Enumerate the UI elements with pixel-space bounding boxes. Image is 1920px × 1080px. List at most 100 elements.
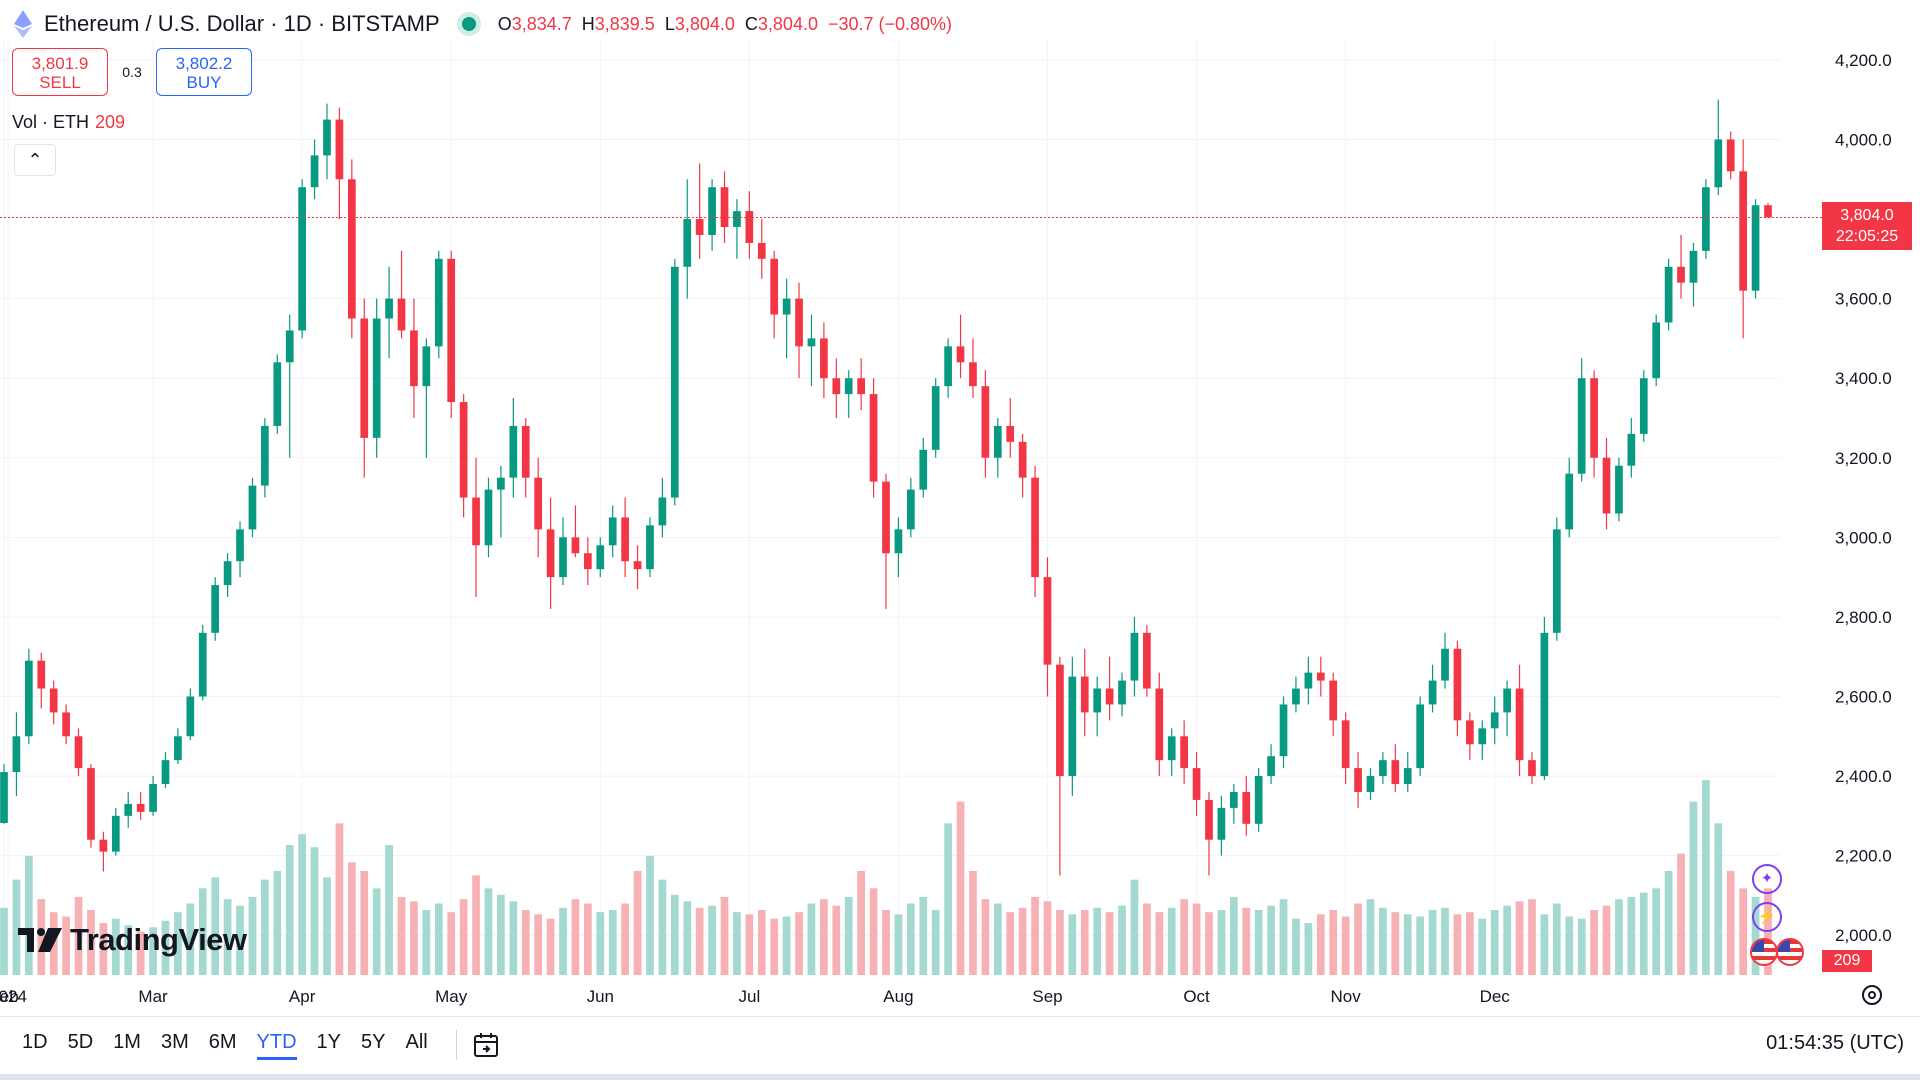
candle-body <box>981 386 990 458</box>
volume-bar <box>795 912 803 975</box>
time-axis: 2024Feb Mar Apr May Jun Jul Aug Sep Oct Nov Dec <box>0 987 1510 1006</box>
range-1m[interactable]: 1M <box>113 1030 141 1053</box>
calendar-icon[interactable] <box>471 1030 501 1060</box>
volume-bar <box>993 903 1002 975</box>
range-ytd[interactable]: YTD <box>256 1031 297 1060</box>
price-tick-label: 2,200.0 <box>1835 847 1892 866</box>
candle-body <box>1018 441 1027 478</box>
volume-bar <box>509 901 518 975</box>
volume-bar <box>459 899 468 975</box>
price-tick-label: 2,400.0 <box>1835 767 1892 786</box>
candle-body <box>1528 760 1536 777</box>
candle-body <box>1006 425 1015 442</box>
price-tick-label: 3,000.0 <box>1835 528 1892 547</box>
range-all[interactable]: All <box>405 1030 428 1053</box>
volume-bar <box>944 823 952 975</box>
volume-bar <box>1615 899 1623 975</box>
range-1d[interactable]: 1D <box>22 1030 48 1053</box>
volume-bar <box>397 897 406 975</box>
volume-bar <box>559 907 567 975</box>
sell-label: SELL <box>39 73 81 92</box>
candle-body <box>1441 648 1449 681</box>
volume-bar <box>906 903 915 975</box>
candle-body <box>1031 477 1039 578</box>
volume-bar <box>1043 901 1052 975</box>
volume-bar <box>608 910 617 975</box>
candle-body <box>770 258 779 315</box>
range-3m[interactable]: 3M <box>160 1030 189 1053</box>
candle-body <box>273 362 282 426</box>
candle-body <box>1739 171 1748 291</box>
volume-bar <box>1416 916 1425 975</box>
volume-bar <box>261 879 269 975</box>
volume-bar <box>1167 907 1176 975</box>
volume-bar <box>1068 914 1077 975</box>
candle-body <box>1478 728 1487 745</box>
volume-bar <box>708 905 716 975</box>
lightning-icon[interactable]: ⚡ <box>1752 902 1782 932</box>
us-flag-icon[interactable] <box>1776 938 1804 966</box>
us-flag-icon[interactable] <box>1750 938 1778 966</box>
range-1y[interactable]: 1Y <box>316 1030 342 1053</box>
range-5y[interactable]: 5Y <box>361 1030 386 1053</box>
volume-bar <box>1577 918 1586 975</box>
candle-body <box>670 266 679 498</box>
candle-body <box>534 477 543 530</box>
candle-body <box>559 537 567 578</box>
candle-body <box>24 660 33 737</box>
brand-name: TradingView <box>70 922 247 957</box>
candle-body <box>1751 205 1760 291</box>
volume-bar <box>347 862 356 975</box>
sparkle-icon[interactable]: ✦ <box>1752 864 1782 894</box>
volume-bar <box>298 834 306 975</box>
volume-bar <box>1279 899 1288 975</box>
trade-panel: 3,801.9 SELL 0.3 3,802.2 BUY <box>12 48 252 96</box>
economic-events[interactable] <box>1750 938 1804 966</box>
candle-body <box>1192 768 1201 800</box>
candle-body <box>1453 648 1462 721</box>
volume-bar <box>248 897 257 975</box>
candle-body <box>1577 378 1586 474</box>
price-change: −30.7 (−0.80%) <box>827 13 953 34</box>
candle-body <box>807 338 816 347</box>
symbol-title[interactable]: Ethereum / U.S. Dollar · 1D · BITSTAMP <box>44 11 440 36</box>
sell-button[interactable]: 3,801.9 SELL <box>12 48 108 96</box>
buy-button[interactable]: 3,802.2 BUY <box>156 48 252 96</box>
volume-bar <box>1341 916 1350 975</box>
settings-icon[interactable] <box>1859 982 1885 1008</box>
volume-bar <box>0 907 8 975</box>
candle-body <box>509 425 518 478</box>
candle-body <box>608 517 617 546</box>
candle-body <box>136 803 145 812</box>
range-5d[interactable]: 5D <box>67 1030 94 1053</box>
candle-body <box>397 298 406 331</box>
volume-bar <box>1205 912 1213 975</box>
volume-bar <box>37 899 46 975</box>
candle-body <box>323 119 331 156</box>
candle-body <box>1403 768 1412 785</box>
price-tick-label: 3,200.0 <box>1835 449 1892 468</box>
candle-body <box>124 803 133 816</box>
volume-bar <box>534 914 543 975</box>
volume-bar <box>1702 780 1710 975</box>
utc-clock[interactable]: 01:54:35 (UTC) <box>1766 1032 1904 1054</box>
volume-bar <box>236 905 244 975</box>
volume-bar <box>882 910 890 975</box>
volume-bar <box>1590 910 1598 975</box>
chart-header: Ethereum / U.S. Dollar · 1D · BITSTAMP O… <box>12 8 952 40</box>
candle-body <box>1466 720 1474 745</box>
volume-bar <box>111 918 120 975</box>
volume-bar <box>1391 912 1400 975</box>
price-tick-label: 3,600.0 <box>1835 290 1892 309</box>
time-tick-label: Nov <box>1331 987 1362 1006</box>
tradingview-logo[interactable]: TradingView <box>18 922 247 958</box>
volume-bar <box>1639 892 1648 975</box>
volume-bar <box>1441 907 1449 975</box>
candle-body <box>658 497 667 526</box>
candle-body <box>248 485 257 530</box>
candle-body <box>1652 322 1661 379</box>
volume-bar <box>1267 905 1275 975</box>
collapse-legend-button[interactable]: ⌃ <box>14 144 56 176</box>
range-6m[interactable]: 6M <box>208 1030 237 1053</box>
